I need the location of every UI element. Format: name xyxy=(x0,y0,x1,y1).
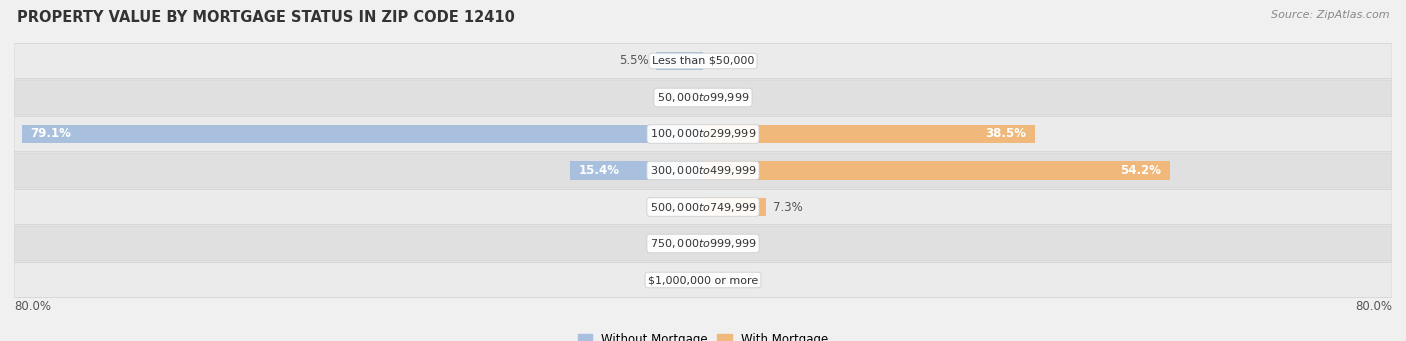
Bar xyxy=(703,197,766,217)
Bar xyxy=(571,161,703,180)
FancyBboxPatch shape xyxy=(14,80,1392,115)
Text: 0.0%: 0.0% xyxy=(666,237,696,250)
Bar xyxy=(22,124,703,144)
Text: 0.0%: 0.0% xyxy=(666,273,696,286)
Text: 80.0%: 80.0% xyxy=(1355,300,1392,313)
Text: Less than $50,000: Less than $50,000 xyxy=(652,56,754,66)
Text: 79.1%: 79.1% xyxy=(31,128,72,140)
FancyBboxPatch shape xyxy=(14,43,1392,78)
Text: 15.4%: 15.4% xyxy=(579,164,620,177)
Text: 0.0%: 0.0% xyxy=(710,91,740,104)
Legend: Without Mortgage, With Mortgage: Without Mortgage, With Mortgage xyxy=(574,329,832,341)
Text: $100,000 to $299,999: $100,000 to $299,999 xyxy=(650,128,756,140)
Text: 80.0%: 80.0% xyxy=(14,300,51,313)
Text: 0.0%: 0.0% xyxy=(666,91,696,104)
Text: $500,000 to $749,999: $500,000 to $749,999 xyxy=(650,201,756,213)
Text: 54.2%: 54.2% xyxy=(1121,164,1161,177)
Text: 0.0%: 0.0% xyxy=(710,55,740,68)
Text: 0.0%: 0.0% xyxy=(710,237,740,250)
Text: $750,000 to $999,999: $750,000 to $999,999 xyxy=(650,237,756,250)
FancyBboxPatch shape xyxy=(14,117,1392,151)
Text: 0.0%: 0.0% xyxy=(710,273,740,286)
Bar xyxy=(703,161,1170,180)
Text: 38.5%: 38.5% xyxy=(986,128,1026,140)
Text: 0.0%: 0.0% xyxy=(666,201,696,213)
Text: 7.3%: 7.3% xyxy=(773,201,803,213)
Text: Source: ZipAtlas.com: Source: ZipAtlas.com xyxy=(1271,10,1389,20)
Text: $50,000 to $99,999: $50,000 to $99,999 xyxy=(657,91,749,104)
Text: 5.5%: 5.5% xyxy=(619,55,648,68)
FancyBboxPatch shape xyxy=(14,153,1392,188)
FancyBboxPatch shape xyxy=(14,263,1392,298)
Bar xyxy=(655,51,703,71)
Text: $300,000 to $499,999: $300,000 to $499,999 xyxy=(650,164,756,177)
Text: PROPERTY VALUE BY MORTGAGE STATUS IN ZIP CODE 12410: PROPERTY VALUE BY MORTGAGE STATUS IN ZIP… xyxy=(17,10,515,25)
Text: $1,000,000 or more: $1,000,000 or more xyxy=(648,275,758,285)
Bar xyxy=(703,124,1035,144)
FancyBboxPatch shape xyxy=(14,226,1392,261)
FancyBboxPatch shape xyxy=(14,190,1392,224)
